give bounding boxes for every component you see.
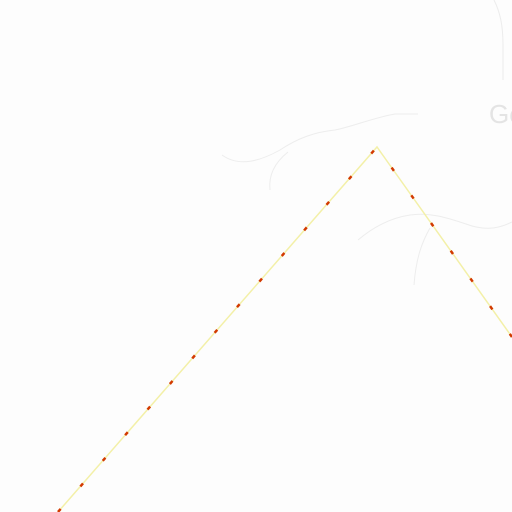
faint-road-top-right [493,0,504,80]
route-dashed-line[interactable] [57,144,512,512]
place-label: Ge [489,99,512,129]
faint-road-south-branch [413,227,431,286]
faint-road-north [221,113,418,163]
faint-road-north-branch [269,151,289,191]
faint-road-east [357,213,512,241]
route-base-line [57,145,512,512]
